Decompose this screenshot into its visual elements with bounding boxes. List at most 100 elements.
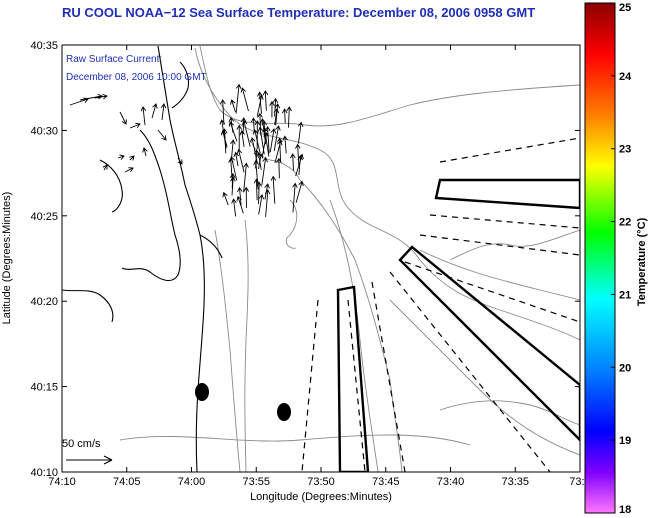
current-vector [256,94,264,117]
current-vector [239,130,246,147]
current-vector [124,167,134,173]
x-tick-label: 73:55 [242,476,270,488]
current-vector [233,151,240,167]
current-vector [262,90,269,111]
x-tick-label: 74:00 [178,476,206,488]
x-axis-label: Longitude (Degrees:Minutes) [250,491,392,503]
current-vector [290,153,296,171]
colorbar-tick-label: 20 [619,362,631,374]
colorbar-tick-label: 23 [619,144,631,156]
station-marker [195,383,209,401]
current-vector [254,120,261,150]
current-vector [220,99,226,126]
current-vector [243,162,249,193]
current-vector [281,108,288,124]
station-marker [277,403,291,421]
current-vector [129,155,135,161]
x-tick-label: 73:45 [372,476,400,488]
map-area [62,45,580,472]
annotation-line1: Raw Surface Current: [66,54,162,65]
current-vector [231,198,237,217]
current-vector [273,125,281,152]
dashed-sector-lines [301,137,580,472]
x-tick-label: 73:50 [307,476,335,488]
y-tick-label: 40:15 [30,382,58,394]
current-vector [219,119,227,149]
current-vector [157,129,167,141]
current-vector [295,180,304,203]
current-vector [177,157,183,165]
current-vector [240,87,249,112]
current-vector [292,182,298,213]
current-vector [236,148,245,173]
y-tick-label: 40:35 [30,40,58,52]
map-title: RU COOL NOAA−12 Sea Surface Temperature:… [62,5,536,20]
x-axis: 74:10 74:05 74:00 73:55 73:50 73:45 73:40 73:35… [48,45,591,488]
current-vector [228,121,238,142]
current-vector [236,124,243,152]
current-vector [240,117,247,135]
colorbar-tick-label: 24 [619,71,632,83]
current-vector [79,93,103,101]
current-vector [269,100,275,118]
current-vector [282,135,288,154]
current-vector [129,122,141,129]
current-vector [258,194,265,215]
current-vector [297,155,303,176]
x-tick-label: 74:10 [48,476,76,488]
current-vector [261,120,268,139]
current-vector [286,106,292,128]
scale-bar-label: 50 cm/s [62,438,101,450]
current-vector [295,143,301,165]
colorbar [584,2,616,514]
surface-current-vectors [69,83,304,217]
scale-bar-arrow [66,455,113,465]
current-vector [235,83,242,114]
current-vector [140,106,147,126]
current-vector [257,153,264,169]
x-tick-label: 73:35 [501,476,529,488]
current-vector [102,164,108,171]
current-vector [160,103,167,121]
current-vector [228,157,234,188]
y-axis: 40:35 40:30 40:25 40:20 40:15 40:10 [30,40,580,479]
current-vector [236,195,244,214]
current-vector [264,189,271,217]
colorbar-ticks: 25 24 23 22 21 20 19 18 [611,2,632,516]
restricted-zones [336,178,580,472]
current-vector [273,108,280,126]
current-vector [257,112,263,136]
colorbar-tick-label: 19 [619,435,631,447]
current-vector [269,128,277,153]
current-vector [237,186,243,206]
current-vector [151,103,158,119]
annotation-line2: December 08, 2006 10:00 GMT [66,72,207,83]
current-vector [230,99,236,113]
current-vector [253,149,260,169]
y-tick-label: 40:25 [30,211,58,223]
y-tick-label: 40:30 [30,125,58,137]
colorbar-tick-label: 21 [619,289,631,301]
current-vector [119,111,127,125]
current-vector [277,137,283,163]
current-vector [117,154,125,160]
current-vector [253,159,259,190]
current-vector [261,156,268,186]
current-vector [253,178,260,201]
colorbar-tick-label: 18 [619,504,631,516]
y-tick-label: 40:20 [30,296,58,308]
colorbar-label: Temperature (°C) [636,217,648,306]
x-tick-label: 74:05 [113,476,141,488]
x-tick-label: 73:40 [437,476,465,488]
current-vector [270,175,277,204]
colorbar-tick-label: 22 [619,217,631,229]
y-tick-label: 40:10 [30,467,58,479]
current-vector [250,117,257,133]
y-axis-label: Latitude (Degrees:Minutes) [1,192,13,325]
current-vector [274,103,281,126]
current-vector [230,139,236,157]
current-vector [222,191,229,206]
current-vector [94,93,108,100]
colorbar-tick-label: 25 [619,2,631,14]
